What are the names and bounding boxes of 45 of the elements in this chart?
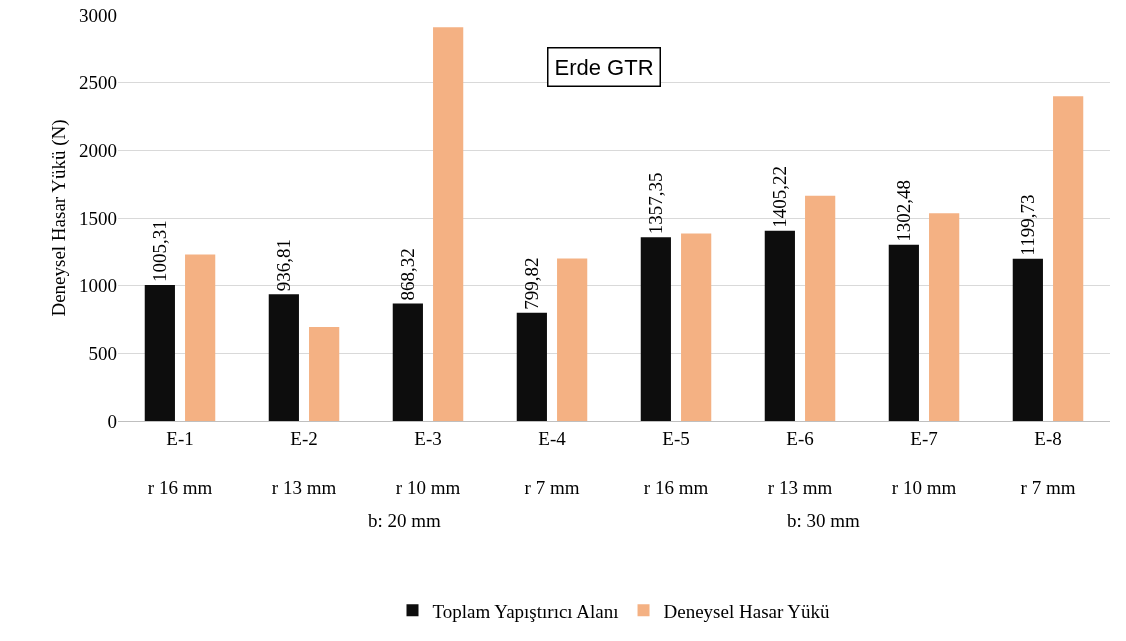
y-axis-title: Deneysel Hasar Yükü (N) [47, 119, 70, 317]
category-label: E-8 r 7 mm [1020, 427, 1076, 499]
bar [144, 284, 175, 421]
text: Erde GTR [554, 54, 654, 80]
category-label: E-3 r 10 mm [395, 427, 461, 499]
bar [1012, 258, 1043, 421]
y-tick-label: 500 [88, 342, 117, 364]
text: b: 20 mm [368, 510, 442, 531]
category-label: E-7 r 10 mm [891, 427, 957, 499]
y-tick-label: 2500 [79, 72, 117, 94]
category-label: E-6 r 13 mm [767, 427, 833, 499]
y-tick-label: 2000 [79, 139, 117, 161]
data-label: 1199,73 [1017, 194, 1039, 256]
data-label: 868,32 [397, 248, 419, 301]
bar [392, 303, 423, 421]
bar [805, 195, 836, 421]
bar [309, 326, 340, 421]
bar [557, 258, 588, 421]
bar [681, 233, 712, 421]
bar [888, 244, 919, 421]
bar [1053, 96, 1084, 421]
data-label: 799,82 [521, 257, 543, 310]
bar [185, 254, 216, 421]
data-label: 1357,35 [645, 172, 667, 235]
bar [268, 294, 299, 421]
legend-label: Deneysel Hasar Yükü [663, 600, 831, 622]
data-label: 1005,31 [149, 220, 171, 282]
legend-label: Toplam Yapıştırıcı Alanı [432, 600, 619, 622]
category-label: E-4 r 7 mm [524, 427, 580, 499]
y-tick-label: 1000 [79, 275, 117, 297]
bar [433, 27, 464, 421]
bar [764, 230, 795, 421]
category-label: E-2 r 13 mm [271, 427, 337, 499]
data-label: 936,81 [273, 238, 295, 292]
data-label: 1405,22 [769, 166, 791, 228]
text: b: 30 mm [787, 510, 861, 531]
y-tick-label: 1500 [79, 207, 117, 229]
category-label: E-5 r 16 mm [643, 427, 709, 499]
bar [640, 237, 671, 421]
y-tick-label: 0 [107, 410, 117, 432]
y-tick-label: 3000 [79, 4, 117, 26]
bar [516, 312, 547, 421]
data-label: 1302,48 [893, 179, 915, 242]
category-label: E-1 r 16 mm [147, 427, 213, 499]
bar [929, 213, 960, 421]
